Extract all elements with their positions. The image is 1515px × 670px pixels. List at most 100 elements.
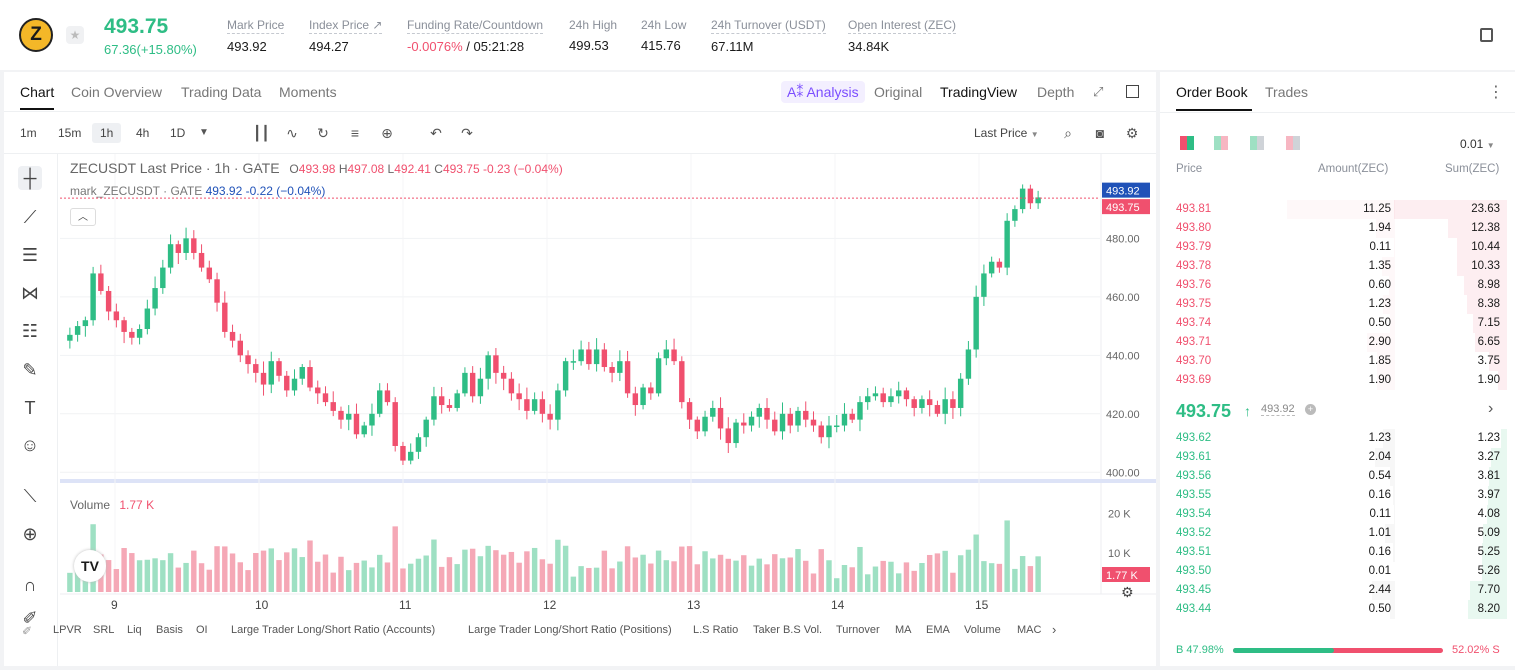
last-price-select[interactable]: Last Price ▼	[974, 126, 1039, 140]
tab-trades[interactable]: Trades	[1265, 84, 1309, 100]
ask-row[interactable]: 493.79 0.11 10.44	[1160, 238, 1515, 257]
indicators-icon[interactable]: ∿	[286, 125, 298, 141]
text-tool-icon[interactable]: T	[24, 398, 36, 418]
volume-bar	[477, 556, 484, 592]
indicator-lt-ratio-positions[interactable]: Large Trader Long/Short Ratio (Positions…	[468, 624, 672, 636]
ruler-icon[interactable]: ⟍	[23, 486, 37, 506]
indicator-ls-ratio[interactable]: L.S Ratio	[693, 624, 739, 636]
undo-icon[interactable]: ↶	[430, 125, 442, 141]
ask-row[interactable]: 493.80 1.94 12.38	[1160, 219, 1515, 238]
timeframe-dropdown-icon[interactable]: ▼	[199, 127, 209, 138]
indicator-turnover[interactable]: Turnover	[836, 624, 880, 636]
tab-chart[interactable]: Chart	[20, 84, 55, 110]
row-amount: 0.16	[1368, 489, 1391, 501]
timeframe-1m[interactable]: 1m	[20, 126, 37, 140]
zoom-in-icon[interactable]: ⊕	[22, 524, 38, 544]
ask-row[interactable]: 493.78 1.35 10.33	[1160, 257, 1515, 276]
indicator-ma[interactable]: MA	[895, 624, 912, 636]
indicator-volume[interactable]: Volume	[964, 624, 1001, 636]
ask-row[interactable]: 493.75 1.23 8.38	[1160, 295, 1515, 314]
candle-type-icon[interactable]: ┃┃	[253, 125, 270, 141]
chevron-right-icon[interactable]: ›	[1488, 400, 1494, 417]
refresh-icon[interactable]: ↻	[317, 125, 329, 141]
indicator-basis[interactable]: Basis	[156, 624, 183, 636]
bid-row[interactable]: 493.44 0.50 8.20	[1160, 600, 1515, 619]
indicator-mac[interactable]: MAC	[1017, 624, 1042, 636]
chart-settings-icon[interactable]: ⚙	[1121, 584, 1134, 600]
indicator-taker-bs-vol[interactable]: Taker B.S Vol.	[753, 624, 823, 636]
ask-row[interactable]: 493.81 11.25 23.63	[1160, 200, 1515, 219]
indicator-oi[interactable]: OI	[196, 624, 208, 636]
price-chart[interactable]: 480.00 460.00 440.00 420.00 400.00 9 10 11 12 13 1…	[22, 154, 1156, 666]
settings-gear-icon[interactable]: ⚙	[1125, 125, 1139, 141]
fullscreen-icon[interactable]	[1126, 85, 1139, 98]
indicator-ema[interactable]: EMA	[926, 624, 950, 636]
favorite-star-icon[interactable]: ★	[66, 26, 84, 44]
expand-icon[interactable]: ⤢	[1093, 84, 1104, 99]
bid-row[interactable]: 493.62 1.23 1.23	[1160, 429, 1515, 448]
ask-row[interactable]: 493.70 1.85 3.75	[1160, 352, 1515, 371]
candle-body	[803, 410, 809, 420]
bid-row[interactable]: 493.50 0.01 5.26	[1160, 562, 1515, 581]
y-tick-label: 420.00	[1106, 409, 1140, 421]
templates-icon[interactable]: ≡	[350, 125, 360, 141]
tab-moments[interactable]: Moments	[279, 84, 337, 100]
bid-row[interactable]: 493.61 2.04 3.27	[1160, 448, 1515, 467]
ai-analysis-button[interactable]: A⁑ Analysis	[781, 81, 865, 103]
scroll-right-icon[interactable]: ›	[1052, 622, 1057, 637]
bid-row[interactable]: 493.52 1.01 5.09	[1160, 524, 1515, 543]
crosshair-icon[interactable]: ┼	[18, 166, 42, 190]
timeframe-15m[interactable]: 15m	[58, 126, 82, 140]
info-plus-icon[interactable]: +	[1305, 404, 1316, 415]
bid-row[interactable]: 493.55 0.16 3.97	[1160, 486, 1515, 505]
bid-row[interactable]: 493.45 2.44 7.70	[1160, 581, 1515, 600]
pencil-lock-icon[interactable]: ✐	[22, 608, 38, 628]
indicator-lpvr[interactable]: LPVR	[53, 624, 82, 636]
redo-icon[interactable]: ↷	[461, 125, 473, 141]
add-alert-icon[interactable]: ⊕	[381, 125, 393, 141]
view-trades-icon[interactable]	[1286, 136, 1300, 150]
horizontal-lines-icon[interactable]: ☰	[21, 245, 39, 265]
candle-body	[841, 413, 848, 426]
timeframe-1d[interactable]: 1D	[170, 126, 186, 140]
ask-row[interactable]: 493.71 2.90 6.65	[1160, 333, 1515, 352]
fib-levels-icon[interactable]: ☷	[21, 321, 39, 341]
precision-select[interactable]: 0.01 ▼	[1460, 137, 1495, 151]
tab-order-book[interactable]: Order Book	[1176, 84, 1248, 100]
guide-book-icon[interactable]	[1480, 28, 1493, 42]
collapse-legend-icon[interactable]: ︿	[70, 208, 96, 226]
ask-row[interactable]: 493.74 0.50 7.15	[1160, 314, 1515, 333]
emoji-icon[interactable]: ☺	[20, 435, 40, 455]
view-both-icon[interactable]	[1180, 136, 1194, 150]
bid-row[interactable]: 493.54 0.11 4.08	[1160, 505, 1515, 524]
screenshot-camera-icon[interactable]: ◙	[1095, 125, 1105, 141]
bid-row[interactable]: 493.51 0.16 5.25	[1160, 543, 1515, 562]
magnet-icon[interactable]: ∩	[23, 575, 37, 595]
view-asks-icon[interactable]	[1214, 136, 1228, 150]
brush-icon[interactable]: ✎	[22, 360, 38, 380]
depth-bar	[1482, 562, 1507, 581]
edit-icon[interactable]: ✐	[22, 624, 33, 638]
indicator-liq[interactable]: Liq	[127, 624, 142, 636]
ask-row[interactable]: 493.69 1.90 1.90	[1160, 371, 1515, 390]
pattern-icon[interactable]: ⋈	[21, 283, 39, 303]
timeframe-4h[interactable]: 4h	[136, 126, 150, 140]
tab-coin-overview[interactable]: Coin Overview	[71, 84, 163, 100]
view-tradingview[interactable]: TradingView	[940, 84, 1018, 100]
indicator-lt-ratio-accounts[interactable]: Large Trader Long/Short Ratio (Accounts)	[231, 624, 436, 636]
view-depth[interactable]: Depth	[1037, 84, 1075, 100]
view-original[interactable]: Original	[874, 84, 923, 100]
trend-line-icon[interactable]: ⟋	[23, 207, 37, 227]
view-bids-icon[interactable]	[1250, 136, 1264, 150]
search-icon[interactable]: ⌕	[1064, 125, 1072, 141]
stat-index-price[interactable]: Index Price ↗ 494.27	[309, 18, 383, 54]
ask-row[interactable]: 493.76 0.60 8.98	[1160, 276, 1515, 295]
row-amount: 0.01	[1368, 565, 1391, 577]
bid-row[interactable]: 493.56 0.54 3.81	[1160, 467, 1515, 486]
indicator-srl[interactable]: SRL	[93, 624, 115, 636]
row-price: 493.78	[1176, 260, 1212, 272]
tab-trading-data[interactable]: Trading Data	[181, 84, 262, 100]
volume-bar	[330, 572, 336, 592]
timeframe-1h[interactable]: 1h	[92, 123, 122, 143]
more-menu-icon[interactable]: ⋮	[1488, 84, 1504, 101]
